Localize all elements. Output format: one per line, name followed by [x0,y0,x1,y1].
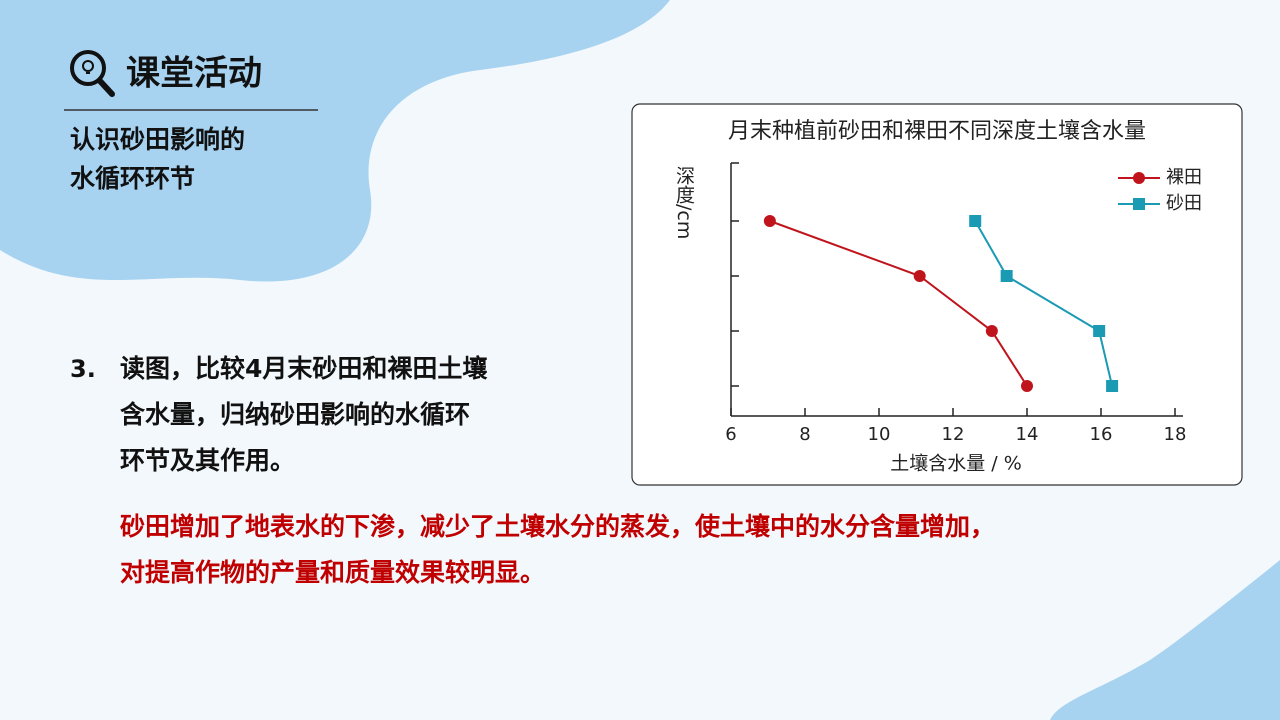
marker [1021,380,1033,392]
marker [913,270,926,282]
marker [1133,198,1145,210]
series-line [974,220,1114,387]
legend-label: 砂田 [1166,193,1202,214]
marker [985,325,998,337]
blob [0,0,670,282]
blob [1050,560,1280,720]
question-line: 环节及其作用。 [120,446,295,475]
marker [1093,325,1106,337]
x-axis-label: 土壤含水量 / % [890,453,1022,475]
x-tick-label: 12 [942,424,965,445]
question-line: 含水量，归纳砂田影响的水循环 [120,400,470,429]
y-axis-label: 深度/cm [673,166,695,240]
chart-frame [631,103,1243,486]
chart-title: 月末种植前砂田和裸田不同深度土壤含水量 [728,119,1146,144]
x-tick-label: 8 [799,424,810,445]
x-tick-label: 10 [868,424,891,445]
subtitle: 水循环环节 [70,164,195,193]
x-tick-label: 16 [1090,424,1113,445]
marker [1106,380,1119,392]
marker [1000,270,1013,282]
legend-label: 裸田 [1166,167,1202,188]
slide-title: 课堂活动 [126,54,262,94]
x-tick-label: 18 [1164,424,1187,445]
answer-line: 对提高作物的产量和质量效果较明显。 [120,558,545,587]
icon [70,50,115,97]
x-tick-label: 14 [1016,424,1039,445]
answer-line: 砂田增加了地表水的下渗，减少了土壤水分的蒸发，使土壤中的水分含量增加， [120,512,995,541]
marker [969,215,982,227]
x-tick-label: 6 [725,424,736,445]
marker [763,215,776,227]
marker [1133,172,1145,184]
series-line [769,220,1028,387]
question-number: 3. [70,355,96,383]
subtitle: 认识砂田影响的 [70,125,245,154]
question-line: 读图，比较4月末砂田和裸田土壤 [120,354,488,383]
